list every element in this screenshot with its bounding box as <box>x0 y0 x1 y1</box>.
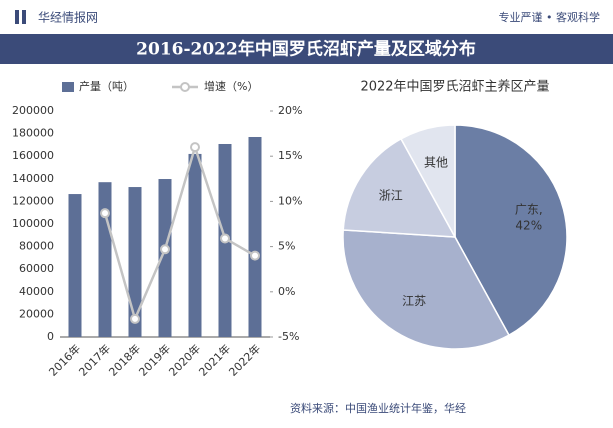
slice-label: 广东, <box>515 203 543 217</box>
y-tick-label: 80000 <box>19 240 54 253</box>
pie-slice <box>342 137 457 238</box>
y2-tick-label: 10% <box>278 194 302 207</box>
y2-tick-label: -5% <box>278 330 299 343</box>
legend-swatch <box>62 82 74 92</box>
legend-label: 产量（吨） <box>79 79 134 93</box>
y2-tick-label: 0% <box>278 285 295 298</box>
y-tick-label: 180000 <box>12 127 54 140</box>
y-tick-label: 20000 <box>19 307 54 320</box>
y-tick-label: 0 <box>47 330 54 343</box>
brand: 华经情报网 <box>38 10 98 25</box>
line-marker <box>130 313 140 324</box>
logo <box>22 10 26 24</box>
title-banner <box>0 34 613 64</box>
slice-label: 浙江 <box>379 189 403 203</box>
source: 资料来源：中国渔业统计年鉴，华经 <box>290 401 466 415</box>
bar <box>128 187 142 337</box>
slogan: 专业严谨 • 客观科学 <box>499 10 600 24</box>
line-marker <box>100 208 110 219</box>
title: 2016-2022年中国罗氏沼虾产量及区域分布 <box>136 39 476 60</box>
line-marker <box>190 142 200 153</box>
bar <box>98 182 112 337</box>
slice-label: 江苏 <box>402 294 426 308</box>
line-marker <box>250 250 260 261</box>
y-tick-label: 200000 <box>12 104 54 117</box>
legend-label: 增速（%） <box>204 79 258 93</box>
line-marker <box>160 244 170 255</box>
pie-title: 2022年中国罗氏沼虾主养区产量 <box>360 79 549 95</box>
y2-tick-label: 20% <box>278 104 302 117</box>
slice-label: 其他 <box>424 156 448 170</box>
pie-slice <box>342 229 510 350</box>
y-tick-label: 60000 <box>19 262 54 275</box>
y-tick-label: 120000 <box>12 194 54 207</box>
line <box>103 142 256 323</box>
y-tick-label: 40000 <box>19 285 54 298</box>
bar <box>158 179 172 337</box>
legend-swatch <box>180 82 190 92</box>
bar <box>248 136 262 337</box>
y2-tick-label: 15% <box>278 149 302 162</box>
bar <box>188 153 202 337</box>
y-tick-label: 160000 <box>12 149 54 162</box>
logo <box>15 10 19 24</box>
pie-slice <box>400 124 456 238</box>
bar <box>68 194 82 337</box>
y-tick-label: 140000 <box>12 172 54 185</box>
slice-value: 42% <box>515 219 542 233</box>
y2-tick-label: 5% <box>278 240 295 253</box>
pie-slice <box>454 124 568 337</box>
line-marker <box>220 233 230 244</box>
y-tick-label: 100000 <box>12 217 54 230</box>
